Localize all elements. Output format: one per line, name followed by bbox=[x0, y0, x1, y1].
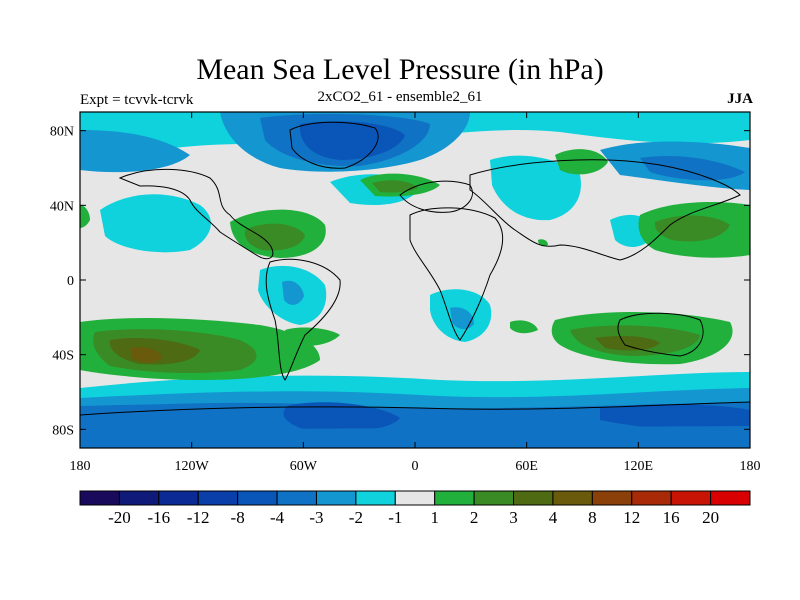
coast-greenland bbox=[289, 121, 379, 169]
x-tick-label: 180 bbox=[70, 459, 91, 474]
colorbar-swatch bbox=[552, 490, 593, 506]
region-brown-south-pacific bbox=[130, 347, 162, 363]
colorbar-label: 3 bbox=[509, 508, 518, 527]
colorbar-swatch bbox=[355, 490, 396, 506]
region-blue-polar-floor bbox=[80, 426, 750, 448]
y-tick-label: 80N bbox=[50, 125, 74, 140]
colorbar-label: -4 bbox=[270, 508, 285, 527]
region-dark-blue-antarctic-1 bbox=[283, 402, 400, 433]
region-olive-australia bbox=[595, 335, 660, 351]
colorbar-swatch bbox=[197, 490, 239, 506]
region-dark-blue-antarctic-2 bbox=[600, 404, 750, 432]
colorbar-label: 1 bbox=[430, 508, 439, 527]
coast-europe bbox=[399, 180, 473, 213]
region-green-argentina bbox=[285, 327, 340, 347]
x-tick-label: 120W bbox=[175, 459, 210, 474]
region-green-siberia bbox=[555, 149, 608, 175]
coast-north-america bbox=[118, 168, 274, 260]
colorbar-swatch bbox=[79, 490, 120, 506]
colorbar-swatch bbox=[513, 490, 554, 506]
y-axis: 80N 40N 0 40S 80S bbox=[50, 125, 750, 438]
colorbar-swatch bbox=[118, 490, 160, 506]
x-tick-label: 60W bbox=[290, 459, 318, 474]
region-blue-west-arctic bbox=[80, 130, 190, 173]
coastlines bbox=[80, 121, 750, 416]
colorbar-swatch bbox=[434, 490, 475, 506]
colorbar-label: 2 bbox=[470, 508, 479, 527]
y-tick-label: 0 bbox=[67, 274, 74, 289]
colorbar-label: 12 bbox=[623, 508, 640, 527]
coast-south-america bbox=[265, 258, 341, 381]
ensemble-label: 2xCO2_61 - ensemble2_61 bbox=[317, 89, 483, 105]
coast-antarctica bbox=[80, 401, 750, 416]
colorbar-swatch bbox=[276, 490, 317, 506]
colorbar-label: 4 bbox=[549, 508, 558, 527]
colorbar-label: -1 bbox=[388, 508, 402, 527]
x-tick-label: 120E bbox=[624, 459, 654, 474]
colorbar-swatch bbox=[670, 490, 712, 506]
region-cyan-middle-east bbox=[490, 155, 581, 221]
colorbar: -20 -16 -12 -8 -4 -3 -2 -1 1 2 3 4 8 12 16 20 bbox=[79, 490, 751, 527]
colorbar-label: -3 bbox=[309, 508, 323, 527]
x-tick-label: 0 bbox=[412, 459, 419, 474]
colorbar-swatch bbox=[394, 490, 436, 506]
coast-africa bbox=[409, 207, 504, 341]
colorbar-label: -2 bbox=[349, 508, 363, 527]
x-tick-label: 60E bbox=[515, 459, 538, 474]
x-axis: 180 120W 60W 0 60E 120E 180 bbox=[70, 112, 761, 474]
x-tick-label: 180 bbox=[740, 459, 761, 474]
colorbar-label: 8 bbox=[588, 508, 597, 527]
colorbar-swatch bbox=[710, 490, 751, 506]
coast-asia bbox=[469, 159, 741, 261]
colorbar-label: -16 bbox=[147, 508, 170, 527]
colorbar-label: 20 bbox=[702, 508, 719, 527]
colorbar-swatch bbox=[237, 490, 278, 506]
region-blue-arctic-3 bbox=[299, 121, 405, 160]
experiment-label: Expt = tcvvk-tcrvk bbox=[80, 92, 194, 108]
region-green-caribbean-core bbox=[244, 223, 305, 251]
colorbar-swatch bbox=[158, 490, 199, 506]
colorbar-swatch bbox=[591, 490, 633, 506]
region-blue-amazon bbox=[282, 280, 304, 305]
region-blue-siberia-core bbox=[640, 155, 745, 181]
colorbar-label: -8 bbox=[231, 508, 245, 527]
y-tick-label: 40N bbox=[50, 199, 74, 214]
chart-title: Mean Sea Level Pressure (in hPa) bbox=[196, 53, 604, 86]
region-green-west-edge bbox=[80, 205, 90, 228]
colorbar-label: -20 bbox=[108, 508, 131, 527]
y-tick-label: 40S bbox=[52, 349, 74, 364]
map-field bbox=[80, 112, 750, 448]
coast-australia bbox=[617, 312, 704, 357]
region-cyan-north-pacific bbox=[100, 194, 211, 253]
region-blue-south-africa bbox=[450, 307, 474, 330]
region-green-north-atlantic-core bbox=[372, 180, 418, 193]
colorbar-label: -12 bbox=[187, 508, 210, 527]
season-label: JJA bbox=[727, 91, 753, 107]
colorbar-swatch bbox=[473, 490, 515, 506]
colorbar-swatch bbox=[631, 490, 672, 506]
colorbar-label: 16 bbox=[663, 508, 680, 527]
y-tick-label: 80S bbox=[52, 423, 74, 438]
colorbar-swatch bbox=[315, 490, 357, 506]
region-green-indian-ocean bbox=[510, 320, 538, 334]
